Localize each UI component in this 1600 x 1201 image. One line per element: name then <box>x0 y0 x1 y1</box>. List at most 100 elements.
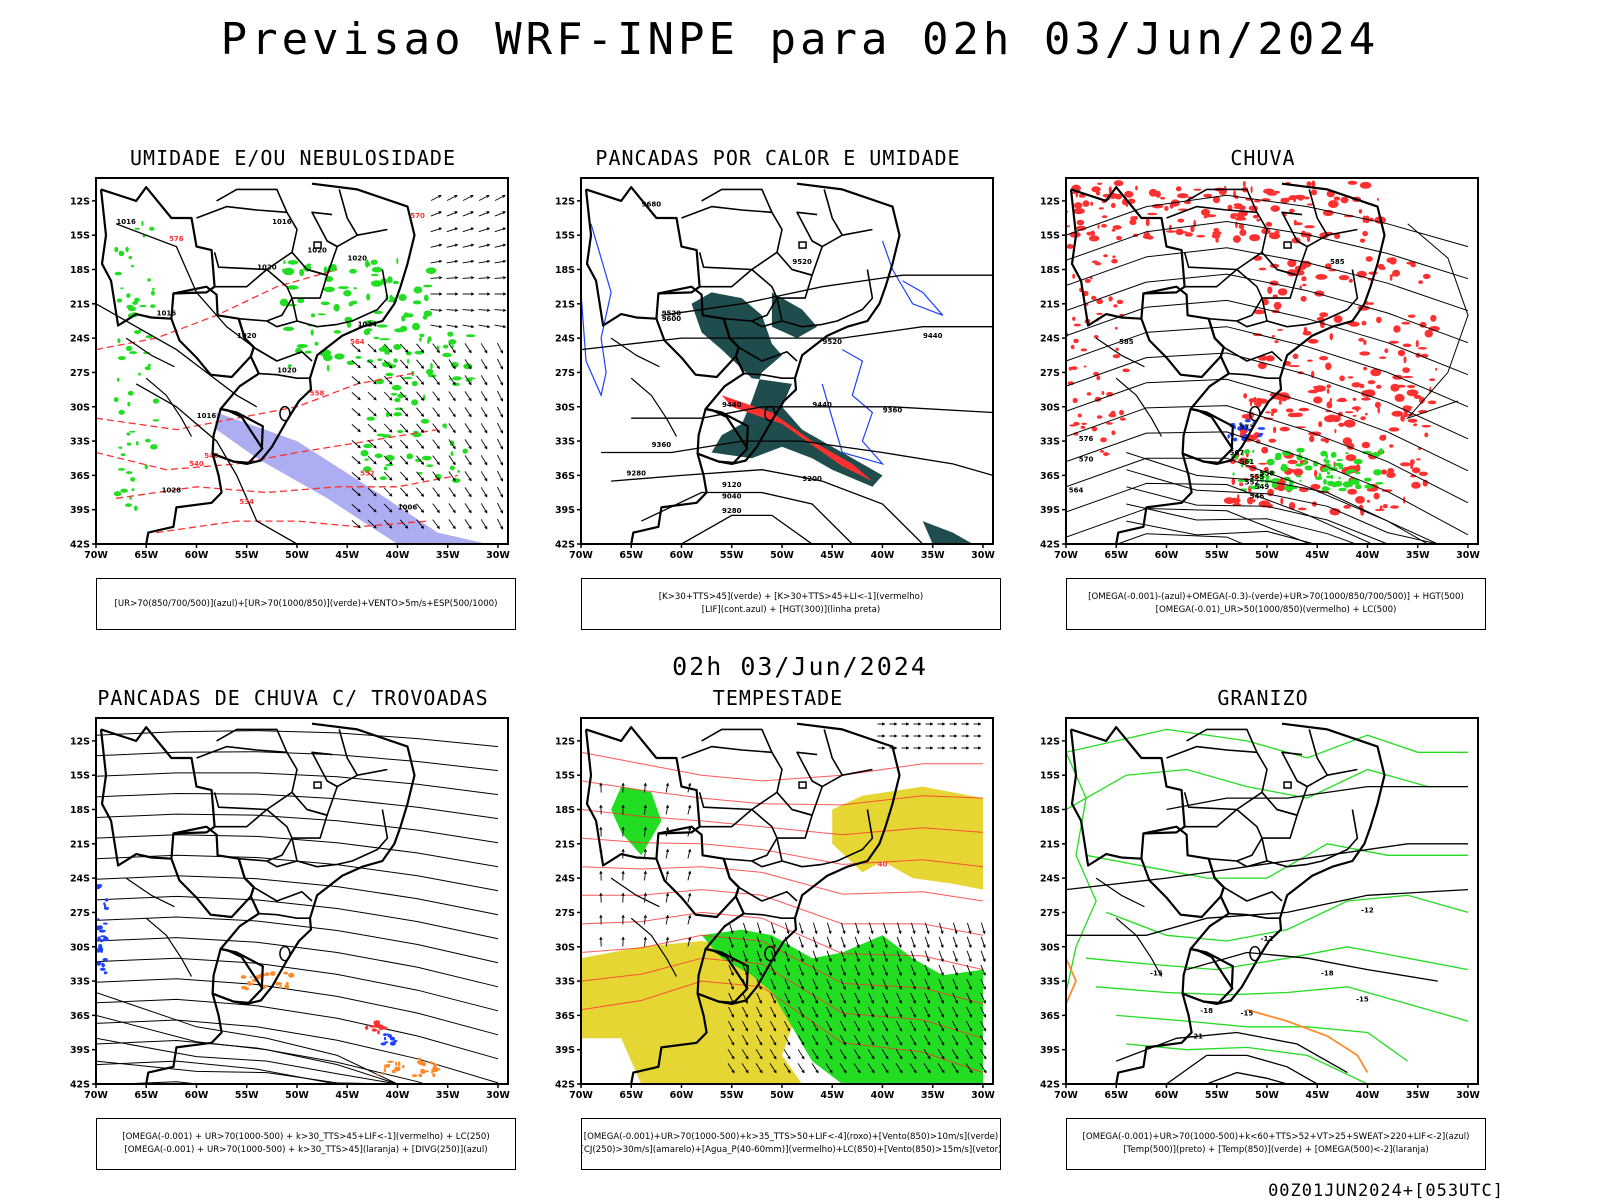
precip-patch <box>1411 482 1421 489</box>
rh-low-level-patch <box>120 287 123 289</box>
rh-low-level-patch <box>299 269 304 276</box>
pressure-label: 1016 <box>197 412 217 420</box>
legend-line: [CJ(250)>30m/s](amarelo)+[Agua_P(40-60mm… <box>581 1144 1002 1157</box>
rh-low-level-patch <box>118 468 125 471</box>
rh-low-level-patch <box>315 342 319 346</box>
precip-patch <box>1423 274 1431 279</box>
precip-patch <box>1074 324 1081 327</box>
rh-low-level-patch <box>126 471 133 474</box>
rh-low-level-patch <box>365 328 372 331</box>
precip-patch <box>1261 447 1268 454</box>
height-label: 9360 <box>652 441 672 449</box>
height-label: 561 <box>1240 458 1255 466</box>
precip-patch <box>1116 236 1122 240</box>
rh-low-level-patch <box>117 298 122 302</box>
rh-low-level-patch <box>393 358 398 362</box>
precip-patch <box>1419 472 1428 476</box>
map-content: 40 <box>581 718 993 1084</box>
precip-light <box>1228 434 1230 438</box>
precip-patch <box>1301 296 1307 302</box>
precip-patch <box>1359 351 1370 355</box>
rh-low-level-patch <box>385 464 394 466</box>
precip-patch <box>1239 224 1242 229</box>
precip-patch <box>1363 367 1367 371</box>
lon-label: 65W <box>619 1090 643 1101</box>
rh-low-level-patch <box>305 351 312 354</box>
precip-patch <box>1068 244 1070 248</box>
lat-label: 12S <box>555 196 575 207</box>
precip-patch <box>1112 255 1115 258</box>
lon-label: 55W <box>1205 1090 1229 1101</box>
precip-heavy <box>1327 472 1330 475</box>
divergence-area <box>103 923 108 925</box>
rh-low-level-patch <box>141 221 143 226</box>
legend-line: [Temp(500)](preto) + [Temp(850)](verde) … <box>1123 1144 1428 1157</box>
rh-low-level-patch <box>317 313 326 315</box>
rh-low-level-patch <box>430 363 433 369</box>
precip-patch <box>1253 397 1256 403</box>
precip-patch <box>1263 189 1275 195</box>
precip-patch <box>1330 398 1332 403</box>
precip-heavy <box>1303 461 1307 465</box>
precip-patch <box>1308 339 1319 344</box>
precip-patch <box>1081 426 1086 429</box>
rh-low-level-patch <box>467 377 476 379</box>
thunder-area <box>431 1068 436 1071</box>
rh-low-level-patch <box>393 281 399 284</box>
precip-heavy <box>1338 488 1346 492</box>
legend-box: [OMEGA(-0.001)+UR>70(1000-500)+k>35_TTS>… <box>581 1118 1001 1170</box>
lat-label: 27S <box>70 368 90 379</box>
rh-low-level-patch <box>419 334 424 338</box>
precip-patch <box>1267 286 1272 294</box>
precip-patch <box>1277 329 1283 331</box>
precip-patch <box>1293 199 1296 202</box>
precip-patch <box>1273 427 1276 433</box>
precip-patch <box>1099 207 1104 209</box>
precip-patch <box>1334 197 1340 201</box>
map-content <box>94 718 508 1114</box>
precip-patch <box>1368 272 1377 275</box>
rh-low-level-patch <box>426 464 433 467</box>
divergence-area <box>384 1041 388 1043</box>
rh-low-level-patch <box>361 450 369 456</box>
lon-label: 60W <box>185 1090 209 1101</box>
lat-label: 33S <box>555 977 575 988</box>
rh-low-level-patch <box>311 329 314 335</box>
rh-low-level-patch <box>323 287 335 293</box>
precip-heavy <box>1281 464 1287 470</box>
precip-patch <box>1269 232 1274 235</box>
lat-label: 12S <box>70 196 90 207</box>
lat-label: 33S <box>70 437 90 448</box>
precip-patch <box>1343 437 1352 445</box>
lon-label: 55W <box>235 550 259 561</box>
thunder-area <box>418 1074 422 1077</box>
rh-low-level-patch <box>349 269 357 274</box>
rh-low-level-patch <box>371 260 378 265</box>
precip-patch <box>1146 218 1150 226</box>
lat-label: 30S <box>70 402 90 413</box>
lat-label: 39S <box>555 1045 575 1056</box>
precip-patch <box>1203 194 1212 198</box>
precip-patch <box>1330 333 1334 340</box>
lat-label: 18S <box>70 805 90 816</box>
precip-patch <box>1164 206 1168 211</box>
precip-patch <box>1376 317 1382 323</box>
precip-patch <box>1279 400 1282 405</box>
precip-heavy <box>1244 449 1250 454</box>
precip-patch <box>1286 408 1294 412</box>
precip-patch <box>1301 276 1306 281</box>
precip-patch <box>1408 315 1416 318</box>
precip-patch <box>1224 497 1235 504</box>
precip-patch <box>1096 375 1100 380</box>
rh-low-level-patch <box>126 293 130 298</box>
precip-patch <box>1074 202 1083 209</box>
precip-patch <box>1416 340 1419 347</box>
temp-label: -15 <box>1241 1009 1254 1017</box>
lon-label: 35W <box>921 1090 945 1101</box>
precip-patch <box>1414 395 1422 399</box>
precip-patch <box>1269 439 1277 443</box>
rh-low-level-patch <box>391 393 397 396</box>
rh-low-level-patch <box>338 286 349 289</box>
